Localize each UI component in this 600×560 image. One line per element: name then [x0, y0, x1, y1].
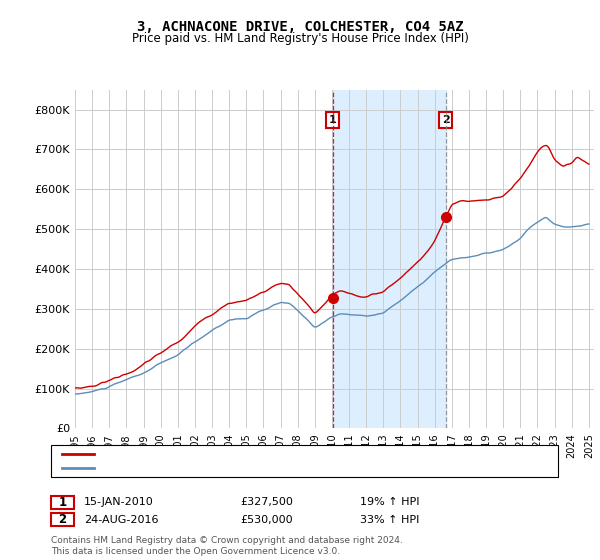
Text: 19% ↑ HPI: 19% ↑ HPI: [360, 497, 419, 507]
Text: 15-JAN-2010: 15-JAN-2010: [84, 497, 154, 507]
Text: 1: 1: [58, 496, 67, 509]
Text: Price paid vs. HM Land Registry's House Price Index (HPI): Price paid vs. HM Land Registry's House …: [131, 32, 469, 45]
Bar: [332, 90, 446, 428]
Text: 3, ACHNACONE DRIVE, COLCHESTER, CO4 5AZ (detached house): 3, ACHNACONE DRIVE, COLCHESTER, CO4 5AZ …: [100, 449, 439, 459]
Text: HPI: Average price, detached house, Colchester: HPI: Average price, detached house, Colc…: [100, 463, 349, 473]
Text: £327,500: £327,500: [240, 497, 293, 507]
Text: 2: 2: [442, 115, 450, 125]
Text: 24-AUG-2016: 24-AUG-2016: [84, 515, 158, 525]
Text: 3, ACHNACONE DRIVE, COLCHESTER, CO4 5AZ: 3, ACHNACONE DRIVE, COLCHESTER, CO4 5AZ: [137, 20, 463, 34]
Text: 2: 2: [58, 513, 67, 526]
Text: Contains HM Land Registry data © Crown copyright and database right 2024.
This d: Contains HM Land Registry data © Crown c…: [51, 536, 403, 556]
Text: 1: 1: [329, 115, 337, 125]
Text: 33% ↑ HPI: 33% ↑ HPI: [360, 515, 419, 525]
Text: £530,000: £530,000: [240, 515, 293, 525]
